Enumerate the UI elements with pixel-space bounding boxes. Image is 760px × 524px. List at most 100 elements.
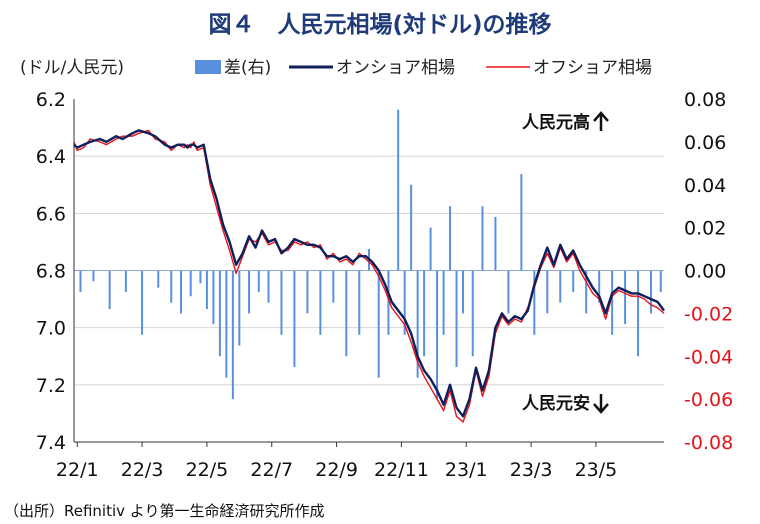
diff-bar	[520, 174, 523, 271]
diff-bar	[387, 270, 390, 335]
diff-bar	[267, 270, 270, 303]
arrow-up-icon	[593, 111, 609, 131]
diff-bar	[358, 270, 361, 335]
left-tick-label: 6.2	[36, 89, 66, 111]
diff-bar	[494, 216, 497, 271]
legend-label-onshore: オンショア相場	[336, 58, 455, 78]
diff-bar	[212, 270, 215, 325]
diff-bars	[79, 109, 662, 400]
diff-bar	[225, 270, 228, 378]
diff-bar	[546, 270, 549, 314]
diff-bar	[79, 270, 82, 292]
diff-bar	[659, 270, 662, 292]
diff-bar	[471, 270, 474, 357]
right-tick-label: 0.00	[684, 261, 726, 283]
diff-bar	[650, 270, 653, 314]
diff-bar	[507, 270, 510, 314]
x-tick-marks	[76, 442, 597, 447]
series-lines	[73, 129, 665, 423]
diff-bar	[170, 270, 173, 303]
right-tick-label: -0.08	[684, 432, 733, 454]
diff-bar	[462, 270, 465, 314]
right-axis-ticks: 0.08 0.06 0.04 0.02 0.00 -0.02 -0.04 -0.06 -0.08	[684, 89, 733, 454]
diff-bar	[257, 270, 260, 292]
diff-bar	[455, 270, 458, 367]
right-tick-label: -0.02	[684, 303, 733, 325]
annotation-up: 人民元高	[522, 111, 609, 133]
x-tick-label: 22/5	[186, 459, 229, 481]
left-tick-label: 6.8	[36, 261, 66, 283]
left-tick-label: 7.4	[36, 432, 66, 454]
diff-bar	[572, 270, 575, 292]
diff-bar	[442, 270, 445, 335]
diff-bar	[248, 270, 251, 314]
diff-bar	[306, 270, 309, 314]
right-tick-label: 0.04	[684, 175, 726, 197]
right-tick-label: -0.06	[684, 389, 733, 411]
annotation-down: 人民元安	[522, 393, 609, 414]
legend-label-offshore: オフショア相場	[533, 58, 652, 78]
x-tick-label: 22/9	[315, 459, 358, 481]
x-tick-label: 23/5	[575, 459, 618, 481]
x-tick-label: 22/1	[56, 459, 99, 481]
diff-bar	[533, 270, 536, 335]
legend-swatch-diff	[195, 60, 221, 74]
diff-bar	[598, 270, 601, 303]
diff-bar	[481, 206, 484, 271]
diff-bar	[637, 270, 640, 357]
diff-bar	[611, 270, 614, 335]
diff-bar	[199, 270, 202, 284]
offshore-line	[73, 129, 665, 423]
diff-bar	[416, 270, 419, 378]
diff-bar	[157, 270, 160, 288]
diff-bar	[377, 270, 380, 378]
right-tick-label: 0.06	[684, 132, 726, 154]
diff-bar	[280, 270, 283, 335]
annotation-down-label: 人民元安	[522, 393, 590, 414]
diff-bar	[585, 270, 588, 314]
x-axis-ticks: 22/1 22/3 22/5 22/7 22/9 22/11 23/1 23/3 23/5	[56, 459, 617, 481]
diff-bar	[449, 206, 452, 271]
diff-bar	[92, 270, 95, 282]
right-tick-label: 0.08	[684, 89, 726, 111]
right-tick-label: 0.02	[684, 218, 726, 240]
diff-bar	[231, 270, 234, 400]
right-tick-label: -0.04	[684, 346, 733, 368]
diff-bar	[397, 109, 400, 271]
legend-label-diff: 差(右)	[224, 58, 271, 78]
left-tick-label: 6.6	[36, 203, 66, 225]
diff-bar	[345, 270, 348, 357]
diff-bar	[108, 270, 111, 310]
left-tick-label: 7.2	[36, 375, 66, 397]
left-tick-label: 7.0	[36, 318, 66, 340]
source-note: （出所）Refinitiv より第一生命経済研究所作成	[4, 502, 325, 520]
left-tick-label: 6.4	[36, 146, 66, 168]
x-tick-label: 22/7	[250, 459, 293, 481]
chart-title: 図４ 人民元相場(対ドル)の推移	[208, 12, 551, 38]
diff-bar	[141, 270, 144, 335]
diff-bar	[624, 270, 627, 325]
diff-bar	[332, 270, 335, 303]
left-axis-unit-label: (ドル/人民元)	[20, 58, 124, 78]
annotation-up-label: 人民元高	[522, 112, 590, 133]
diff-bar	[179, 270, 182, 314]
left-axis-ticks: 6.2 6.4 6.6 6.8 7.0 7.2 7.4	[36, 89, 66, 454]
diff-bar	[436, 270, 439, 400]
diff-bar	[238, 270, 241, 346]
diff-bar	[293, 270, 296, 367]
x-tick-label: 22/11	[374, 459, 429, 481]
diff-bar	[403, 270, 406, 335]
diff-bar	[319, 270, 322, 335]
x-tick-label: 23/1	[445, 459, 488, 481]
arrow-down-icon	[593, 394, 609, 414]
diff-bar	[410, 184, 413, 271]
diff-bar	[124, 270, 127, 292]
x-tick-label: 22/3	[121, 459, 164, 481]
diff-bar	[559, 270, 562, 303]
onshore-line	[73, 129, 665, 418]
diff-bar	[218, 270, 221, 357]
diff-bar	[429, 227, 432, 271]
x-tick-label: 23/3	[510, 459, 553, 481]
